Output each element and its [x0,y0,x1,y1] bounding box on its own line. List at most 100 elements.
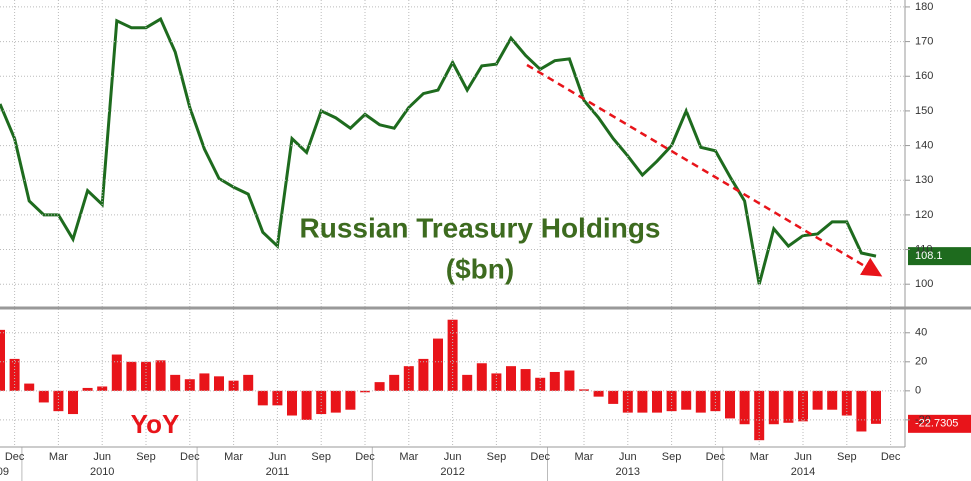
bar [491,373,502,391]
year-label: 2013 [616,466,640,478]
bar [301,390,312,420]
bar [725,390,735,419]
bar [82,387,93,391]
bar [622,390,633,413]
bar [520,369,531,391]
y-tick-label: 140 [915,139,933,151]
bar [652,390,662,413]
y-tick-label: 100 [915,278,933,290]
bar [666,390,677,412]
bar [0,329,5,391]
bar [243,374,254,391]
year-label: 2011 [266,466,290,478]
bar [126,361,137,391]
bar [783,390,794,423]
y-tick-label: 40 [915,327,927,339]
y-tick-label: 170 [915,35,933,47]
x-tick-label: Sep [837,451,857,463]
x-tick-label: Sep [136,451,156,463]
x-tick-label: Dec [706,451,726,463]
x-tick-label: Mar [224,451,243,463]
year-label: 2014 [791,466,815,478]
panel-title: YoY [131,409,180,439]
bar [710,390,721,412]
bar [53,390,64,412]
x-tick-label: Mar [750,451,769,463]
x-tick-label: Jun [444,451,462,463]
x-tick-label: Sep [487,451,507,463]
bar [68,390,78,415]
bar [9,358,20,391]
x-tick-label: Jun [794,451,812,463]
bar [418,358,429,391]
y-tick-label: 0 [915,385,921,397]
x-tick-label: Dec [530,451,550,463]
bar [330,390,341,413]
bar [812,390,823,410]
x-tick-label: Dec [355,451,375,463]
bar [506,366,516,391]
bar [170,374,181,391]
y-tick-label: -20 [915,414,931,426]
y-tick-label: 110 [915,243,933,255]
bar [476,363,487,391]
bar [549,371,560,391]
x-tick-label: Dec [180,451,200,463]
year-label: 2009 [0,466,9,478]
last-value-box [908,247,971,266]
bar [360,390,370,393]
bar [97,386,108,391]
bar [389,374,400,391]
year-label: 2010 [90,466,114,478]
bar [38,390,49,403]
bar [681,390,692,410]
bar [564,370,575,391]
bar [768,390,779,425]
bar [111,354,122,391]
bar [24,383,35,391]
bar [141,361,151,391]
y-tick-label: 160 [915,70,933,82]
y-tick-label: 180 [915,1,933,13]
bar [695,390,706,413]
last-value-label: 108.1 [915,250,943,262]
x-tick-label: Mar [49,451,68,463]
bar [257,390,268,406]
bar [637,390,648,413]
x-tick-label: Jun [269,451,287,463]
bar [739,390,750,425]
bar [754,390,765,441]
chart-subtitle: ($bn) [446,253,514,284]
bar [374,382,385,391]
x-tick-label: Mar [575,451,594,463]
bar [199,373,210,391]
x-tick-label: Mar [399,451,418,463]
x-tick-label: Dec [5,451,25,463]
y-tick-label: 120 [915,209,933,221]
bar [462,374,473,391]
bar [798,390,808,422]
bar [871,390,881,424]
last-value-box [908,414,971,433]
year-label: 2012 [440,466,464,478]
y-tick-label: 150 [915,105,933,117]
y-tick-label: 20 [915,356,927,368]
bar [184,379,195,391]
bar [287,390,297,416]
bar [593,390,604,397]
x-tick-label: Sep [662,451,682,463]
bar [345,390,356,410]
bar [228,380,239,391]
bar [272,390,283,406]
y-tick-label: 130 [915,174,933,186]
line-series [0,16,877,285]
bar [447,319,458,391]
bar [827,390,838,410]
x-tick-label: Jun [93,451,111,463]
bar [608,390,619,404]
bar [214,376,224,391]
x-tick-label: Dec [881,451,901,463]
trend-arrow [526,63,883,277]
last-value-label: -22.7305 [915,418,958,430]
